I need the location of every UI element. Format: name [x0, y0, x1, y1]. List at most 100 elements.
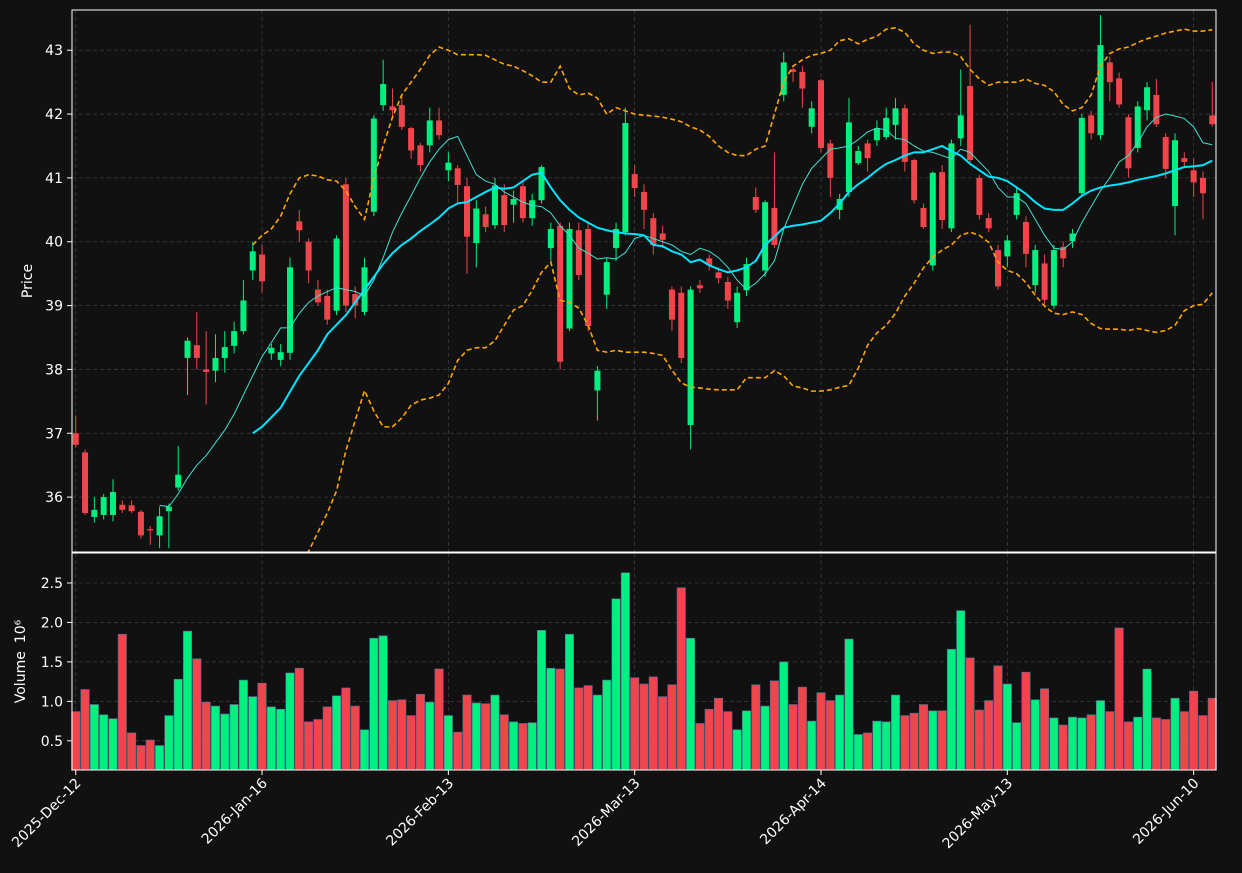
- volume-bar: [1049, 717, 1059, 771]
- candle-body: [911, 160, 918, 201]
- candle-body: [1060, 246, 1067, 259]
- candle-body: [696, 285, 703, 289]
- volume-bar: [183, 630, 193, 771]
- candle-body: [771, 207, 778, 245]
- candle-body: [165, 506, 172, 512]
- volume-bar: [192, 658, 202, 771]
- candle-body: [818, 80, 825, 148]
- moving-average-line: [252, 144, 1213, 435]
- volume-bar: [658, 696, 668, 771]
- volume-bar: [127, 732, 137, 771]
- volume-bar: [481, 703, 491, 771]
- volume-bar: [415, 693, 425, 771]
- volume-bar: [387, 700, 397, 771]
- volume-bar: [201, 701, 211, 771]
- candle-body: [156, 516, 163, 536]
- volume-bar: [1161, 719, 1171, 771]
- axes-frame: [71, 552, 1217, 771]
- candle-body: [352, 294, 359, 306]
- candle-body: [342, 184, 349, 306]
- candle-body: [482, 214, 489, 228]
- candle-body: [1088, 115, 1095, 134]
- candle-body: [622, 122, 629, 233]
- volume-bar: [1198, 715, 1208, 771]
- band-line: [252, 27, 1213, 246]
- volume-bar: [89, 704, 99, 771]
- volume-bar: [630, 677, 640, 771]
- volume-bar: [797, 686, 807, 771]
- candle-body: [259, 254, 266, 282]
- volume-bar: [937, 710, 947, 771]
- volume-bar: [583, 685, 593, 771]
- y-axis-exponent: 10⁶: [13, 619, 29, 643]
- candle-body: [855, 151, 862, 164]
- volume-bar: [1114, 627, 1124, 771]
- candle-body: [799, 71, 806, 89]
- candle-body: [575, 230, 582, 275]
- volume-bar: [304, 721, 314, 771]
- candle-body: [240, 300, 247, 332]
- volume-bar: [1040, 688, 1050, 771]
- candle-body: [1181, 158, 1188, 162]
- candle-body: [212, 357, 219, 371]
- candle-body: [501, 195, 508, 226]
- candle-body: [445, 162, 452, 171]
- axes-frame: [71, 9, 1217, 553]
- candle-body: [752, 197, 759, 210]
- candle-body: [547, 228, 554, 249]
- volume-bar: [99, 714, 109, 771]
- candle-body: [1162, 137, 1169, 169]
- candle-body: [594, 370, 601, 391]
- y-axis-label: Volume 10⁶: [13, 619, 29, 703]
- volume-bar: [1189, 690, 1199, 771]
- volume-bar: [891, 694, 901, 771]
- volume-bar: [965, 657, 975, 771]
- candle-body: [1134, 106, 1141, 148]
- candle-body: [901, 108, 908, 162]
- candle-body: [1013, 193, 1020, 215]
- candle-body: [72, 433, 79, 445]
- y-axis-label-text: Volume: [13, 651, 29, 703]
- candle-body: [948, 143, 955, 229]
- candle-body: [529, 200, 536, 219]
- volume-bar: [136, 745, 146, 771]
- candle-body: [510, 198, 517, 205]
- candle-body: [613, 228, 620, 249]
- volume-bar: [714, 697, 724, 771]
- candle-body: [268, 347, 275, 354]
- candle-body: [128, 505, 135, 512]
- moving-average-line: [159, 113, 1213, 508]
- volume-bar: [332, 695, 342, 771]
- volume-bar: [434, 668, 444, 771]
- candle-body: [463, 186, 470, 237]
- candle-body: [1209, 115, 1216, 125]
- volume-bar: [686, 637, 696, 771]
- candles: [72, 15, 1216, 549]
- candle-body: [1097, 45, 1104, 136]
- candle-body: [277, 352, 284, 360]
- volume-bar: [704, 708, 714, 771]
- candle-body: [668, 289, 675, 320]
- candle-body: [1032, 250, 1039, 286]
- volume-bar: [788, 704, 798, 771]
- volume-bar: [1133, 716, 1143, 771]
- candle-body: [1004, 240, 1011, 257]
- candle-body: [864, 143, 871, 159]
- candle-body: [808, 108, 815, 127]
- volume-bar: [1207, 697, 1217, 771]
- volume-bar: [667, 684, 677, 771]
- candle-body: [967, 85, 974, 161]
- y-tick-label: 37: [45, 426, 63, 442]
- candle-body: [109, 491, 116, 515]
- volume-bar: [844, 638, 854, 771]
- volume-bar: [471, 702, 481, 771]
- volume-bar: [341, 687, 351, 771]
- candle-body: [985, 218, 992, 229]
- volume-bar: [751, 684, 761, 771]
- candle-body: [286, 267, 293, 353]
- candle-body: [82, 452, 89, 514]
- volume-bar: [760, 705, 770, 771]
- candle-body: [296, 221, 303, 231]
- volume-bar: [360, 729, 370, 771]
